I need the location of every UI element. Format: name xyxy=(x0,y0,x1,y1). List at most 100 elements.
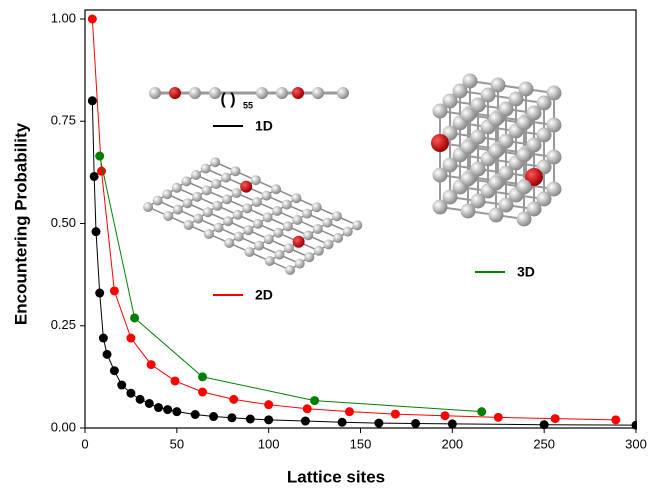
data-point xyxy=(301,417,310,426)
atom xyxy=(517,212,532,227)
y-tick-label: 0.00 xyxy=(51,419,76,434)
atom xyxy=(282,200,292,210)
data-point xyxy=(374,419,383,428)
atom xyxy=(431,134,449,152)
atom xyxy=(233,210,243,220)
data-point xyxy=(117,381,126,390)
atom xyxy=(291,193,301,203)
atom xyxy=(303,230,313,240)
atom xyxy=(333,233,343,243)
atom xyxy=(433,168,448,183)
series-line xyxy=(100,156,482,412)
atom xyxy=(209,87,221,99)
data-point xyxy=(551,414,560,423)
data-point xyxy=(88,96,97,105)
x-axis-title: Lattice sites xyxy=(287,467,385,486)
x-tick-label: 0 xyxy=(81,436,88,451)
data-point xyxy=(145,399,154,408)
atom xyxy=(322,218,332,228)
atom xyxy=(461,204,476,219)
atom xyxy=(461,108,476,123)
atom xyxy=(256,87,268,99)
data-point xyxy=(345,407,354,416)
atom xyxy=(253,219,263,229)
data-point xyxy=(264,400,273,409)
data-point xyxy=(147,360,156,369)
atom xyxy=(283,221,293,231)
atom xyxy=(262,191,272,201)
legend-label: 3D xyxy=(517,264,535,280)
atom xyxy=(324,239,334,249)
atom xyxy=(337,87,349,99)
atom xyxy=(489,176,504,191)
atom xyxy=(264,234,274,244)
x-tick-label: 150 xyxy=(350,436,372,451)
atom xyxy=(231,166,241,176)
atom xyxy=(183,198,193,208)
atom xyxy=(242,203,252,213)
atom xyxy=(271,184,281,194)
data-point xyxy=(411,419,420,428)
atom xyxy=(202,185,212,195)
data-point xyxy=(198,372,207,381)
data-point xyxy=(303,404,312,413)
atom xyxy=(292,87,304,99)
data-point xyxy=(136,395,145,404)
atom xyxy=(204,229,214,239)
data-point xyxy=(477,407,486,416)
data-point xyxy=(172,407,181,416)
atom xyxy=(172,183,182,193)
y-tick-label: 0.50 xyxy=(51,215,76,230)
atom xyxy=(234,232,244,242)
y-tick-label: 0.25 xyxy=(51,317,76,332)
atom xyxy=(433,104,448,119)
atom xyxy=(461,172,476,187)
atom xyxy=(489,144,504,159)
data-point xyxy=(130,313,139,322)
atom xyxy=(304,252,314,262)
x-tick-label: 300 xyxy=(625,436,647,451)
atom xyxy=(263,212,273,222)
atom xyxy=(285,265,295,275)
data-point xyxy=(191,410,200,419)
lattice-illustrations xyxy=(143,74,562,276)
y-tick-label: 0.75 xyxy=(51,113,76,128)
atom xyxy=(203,207,213,217)
data-point xyxy=(90,172,99,181)
atom xyxy=(489,112,504,127)
data-point xyxy=(611,415,620,424)
atom xyxy=(274,250,284,260)
atom xyxy=(461,140,476,155)
atom xyxy=(243,225,253,235)
x-tick-label: 200 xyxy=(441,436,463,451)
atom xyxy=(245,247,255,257)
atom xyxy=(153,196,163,206)
atom xyxy=(214,223,224,233)
data-point xyxy=(99,334,108,343)
atom xyxy=(293,236,305,248)
data-point xyxy=(448,419,457,428)
data-point xyxy=(154,403,163,412)
atom xyxy=(184,220,194,230)
chain-bracket: ( ) xyxy=(220,91,235,108)
x-tick-label: 50 xyxy=(170,436,184,451)
y-tick-label: 1.00 xyxy=(51,10,76,25)
data-point xyxy=(103,350,112,359)
atom xyxy=(489,208,504,223)
atom xyxy=(211,179,221,189)
data-point xyxy=(110,366,119,375)
data-point xyxy=(391,410,400,419)
atom xyxy=(272,206,282,216)
atom xyxy=(210,157,220,167)
atom xyxy=(222,194,232,204)
atom xyxy=(189,87,201,99)
atom xyxy=(251,175,261,185)
data-point xyxy=(310,396,319,405)
chart: ( ) 55 Lattice sites Encountering Probab… xyxy=(0,0,650,488)
atom xyxy=(162,189,172,199)
atom xyxy=(273,228,283,238)
y-axis-title: Encountering Probability xyxy=(11,122,30,325)
data-point xyxy=(264,415,273,424)
atom xyxy=(265,256,275,266)
atom xyxy=(313,224,323,234)
